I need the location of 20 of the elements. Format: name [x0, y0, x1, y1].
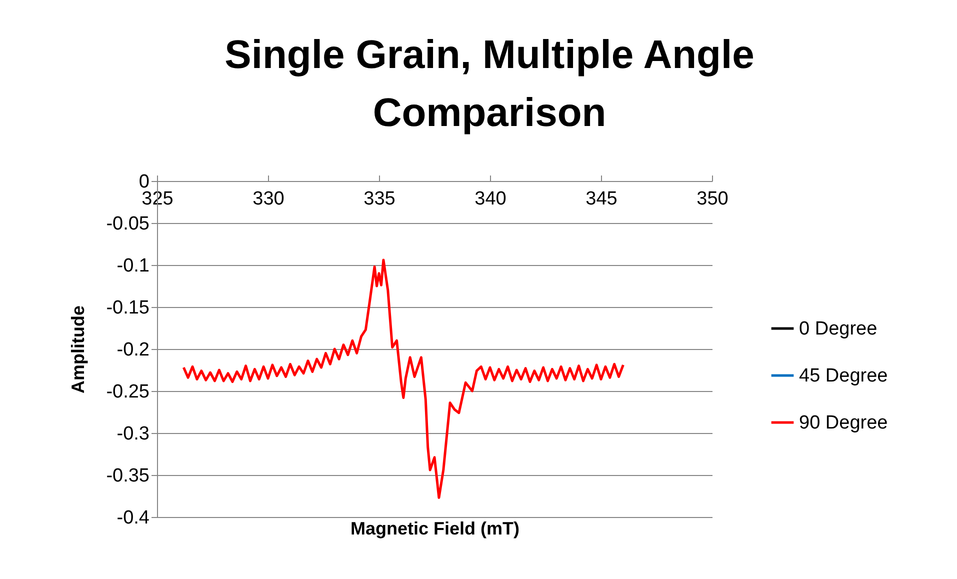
legend-label: 45 Degree — [799, 366, 888, 386]
x-tick-label: 330 — [252, 188, 284, 210]
x-tick-label: 350 — [696, 188, 728, 210]
y-tick-label: -0.2 — [116, 340, 150, 360]
chart-title: Single Grain, Multiple Angle Comparison — [224, 33, 754, 135]
y-tick-label: -0.15 — [106, 298, 150, 318]
x-tick-label: 340 — [474, 188, 506, 210]
y-tick-label: -0.1 — [116, 256, 150, 276]
x-tick-label: 335 — [364, 188, 396, 210]
y-tick-label: -0.25 — [106, 382, 150, 402]
y-tick-label: -0.05 — [106, 214, 150, 234]
y-axis-title: Amplitude — [68, 306, 88, 394]
y-tick-label: -0.4 — [116, 508, 150, 528]
y-tick-label: -0.35 — [106, 466, 150, 486]
legend-label: 90 Degree — [799, 412, 888, 434]
line-series — [182, 258, 624, 499]
x-tick-label: 345 — [586, 188, 618, 210]
x-axis-title: Magnetic Field (mT) — [350, 518, 520, 538]
y-tick-label: -0.3 — [116, 424, 150, 444]
legend-label: 0 Degree — [799, 318, 878, 340]
